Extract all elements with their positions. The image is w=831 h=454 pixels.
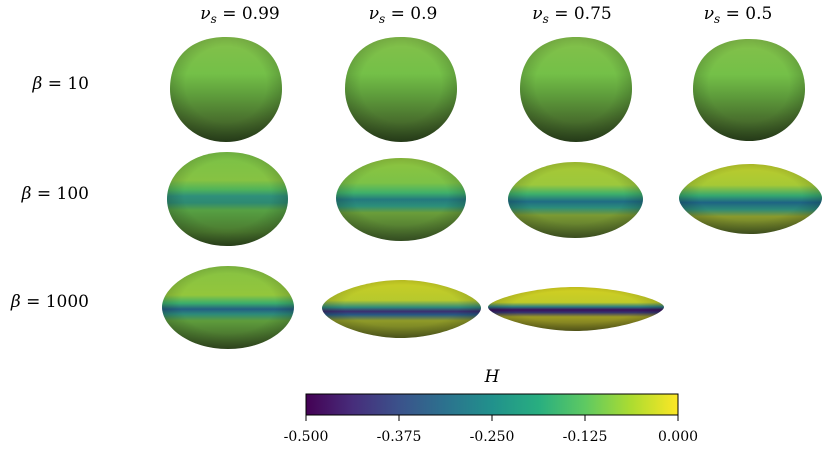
colorbar: H -0.500 -0.375 -0.250 -0.125 0.000 — [284, 367, 698, 445]
shell-beta1000-nu099 — [162, 266, 294, 349]
shell-beta10-nu099 — [170, 37, 282, 142]
colorbar-tick-label: -0.250 — [470, 429, 515, 445]
column-header: νs = 0.99 — [200, 4, 279, 26]
shell-beta100-nu09 — [336, 158, 466, 241]
shell-beta1000-nu075 — [488, 287, 664, 331]
shell-beta10-nu075 — [520, 37, 632, 142]
colorbar-gradient — [305, 393, 679, 416]
column-header: νs = 0.9 — [369, 4, 438, 26]
row-header: β = 1000 — [10, 292, 89, 312]
colorbar-tick-label: -0.125 — [563, 429, 608, 445]
shell-beta1000-nu09 — [322, 280, 481, 338]
column-header: νs = 0.5 — [704, 4, 773, 26]
colorbar-tick-label: -0.375 — [377, 429, 422, 445]
shell-row-beta-100 — [167, 152, 822, 246]
row-header: β = 100 — [21, 184, 89, 204]
shell-beta10-nu05 — [693, 39, 805, 141]
row-header: β = 10 — [31, 74, 89, 94]
colorbar-tick-label: -0.500 — [284, 429, 329, 445]
colorbar-tick-label: 0.000 — [658, 429, 698, 445]
shell-beta100-nu099 — [167, 152, 288, 246]
row-headers: β = 10 β = 100 β = 1000 — [10, 74, 89, 312]
shell-row-beta-10 — [170, 37, 805, 142]
column-headers: νs = 0.99 νs = 0.9 νs = 0.75 νs = 0.5 — [200, 4, 772, 26]
shell-beta100-nu05 — [679, 164, 822, 234]
colorbar-ticks — [305, 415, 679, 421]
colorbar-title: H — [484, 367, 501, 387]
shell-beta100-nu075 — [508, 162, 643, 238]
column-header: νs = 0.75 — [532, 4, 611, 26]
shell-row-beta-1000 — [162, 266, 664, 349]
shell-beta10-nu09 — [345, 37, 457, 142]
